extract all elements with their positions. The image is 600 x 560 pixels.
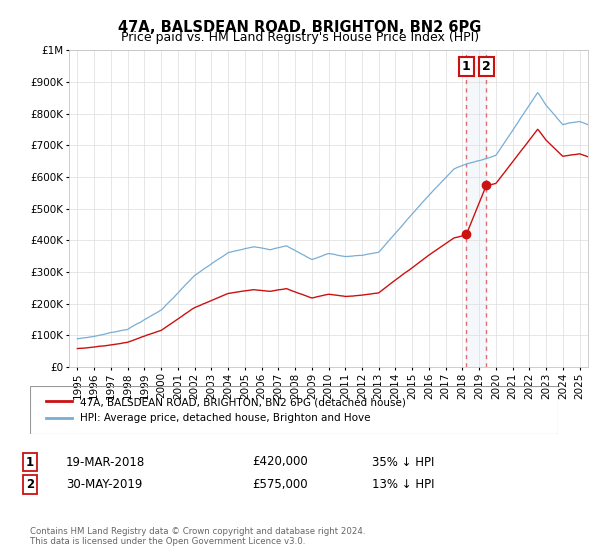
Text: Contains HM Land Registry data © Crown copyright and database right 2024.
This d: Contains HM Land Registry data © Crown c… [30, 526, 365, 546]
Text: 35% ↓ HPI: 35% ↓ HPI [372, 455, 434, 469]
Text: 1: 1 [26, 455, 34, 469]
Bar [466, 50, 486, 367]
Text: £420,000: £420,000 [252, 455, 308, 469]
Text: Price paid vs. HM Land Registry's House Price Index (HPI): Price paid vs. HM Land Registry's House … [121, 31, 479, 44]
Text: 30-MAY-2019: 30-MAY-2019 [66, 478, 142, 491]
Text: 13% ↓ HPI: 13% ↓ HPI [372, 478, 434, 491]
Text: 19-MAR-2018: 19-MAR-2018 [66, 455, 145, 469]
Text: 1: 1 [462, 60, 470, 73]
Text: £575,000: £575,000 [252, 478, 308, 491]
Text: 2: 2 [482, 60, 491, 73]
Text: 2: 2 [26, 478, 34, 491]
Legend: 47A, BALSDEAN ROAD, BRIGHTON, BN2 6PG (detached house), HPI: Average price, deta: 47A, BALSDEAN ROAD, BRIGHTON, BN2 6PG (d… [40, 392, 411, 428]
Text: 47A, BALSDEAN ROAD, BRIGHTON, BN2 6PG: 47A, BALSDEAN ROAD, BRIGHTON, BN2 6PG [118, 20, 482, 35]
